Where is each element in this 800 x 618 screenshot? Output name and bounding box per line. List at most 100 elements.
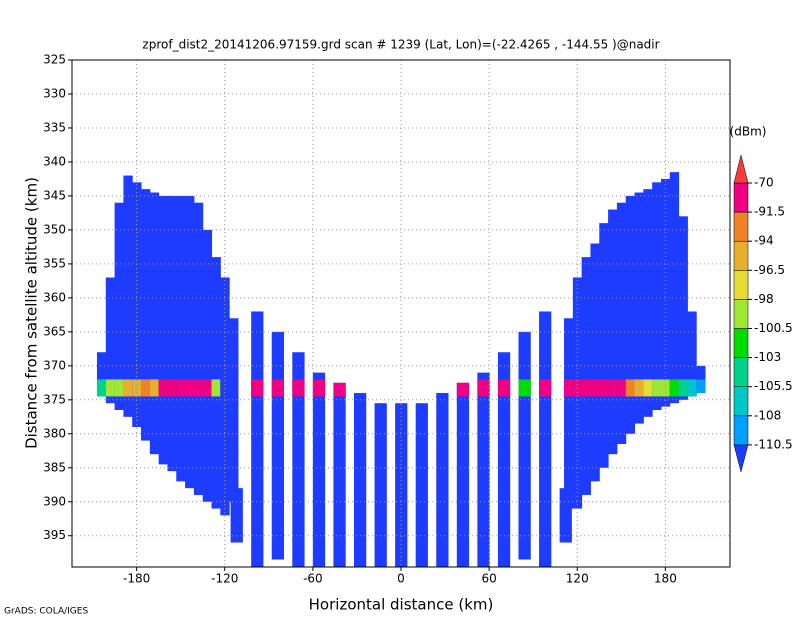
colorbar-box [733,415,749,446]
colorbar-box [733,386,749,417]
surface-echo [687,379,697,397]
echo-column [185,195,195,489]
echo-column [374,403,387,567]
echo-column [141,189,151,441]
echo-column [559,488,572,543]
surface-echo [105,379,116,397]
echo-column [292,352,305,567]
colorbar-box [733,357,749,387]
echo-column [158,195,168,465]
echo-column [616,202,627,444]
surface-echo [590,379,600,397]
surface-echo [185,379,195,397]
echo-column [229,318,239,502]
surface-echo [581,379,591,397]
echo-column [333,382,346,567]
x-tick-label: 60 [481,572,496,586]
echo-column [230,488,243,543]
echo-column [176,195,186,482]
echo-column [251,311,264,567]
colorbar-label: -96.5 [754,263,785,277]
y-tick-label: 355 [43,256,66,270]
surface-echo [477,379,490,397]
surface-echo [167,379,177,397]
y-tick-label: 380 [43,426,66,440]
surface-echo [220,379,230,397]
x-tick-label: 120 [566,572,589,586]
echo-column [625,195,636,434]
surface-echo [211,379,221,397]
surface-echo [539,379,552,397]
surface-echo [678,379,688,397]
colorbar-box [733,299,749,329]
colorbar-label: -98 [754,292,774,306]
y-tick-label: 350 [43,222,66,236]
surface-echo [652,379,662,397]
echo-column [678,216,688,400]
echo-column [193,202,204,495]
surface-echo [333,382,346,397]
surface-echo [176,379,186,397]
y-tick-label: 325 [43,53,66,67]
y-axis-label: Distance from satellite altitude (km) [23,177,41,449]
surface-echo [572,379,583,397]
echo-column [581,257,591,495]
surface-echo [608,379,618,397]
surface-echo [158,379,168,397]
footer: GrADS: COLA/IGES [4,607,88,617]
colorbar-label: -105.5 [754,379,793,393]
y-tick-label: 360 [43,290,66,304]
surface-echo [634,379,644,397]
echo-column [669,172,680,404]
echo-column [354,393,367,567]
y-tick-label: 375 [43,392,66,406]
surface-echo [193,379,204,397]
y-tick-label: 390 [43,494,66,508]
echo-column [590,243,600,482]
surface-echo [599,379,609,397]
surface-echo [696,379,706,394]
surface-echo [123,379,133,397]
surface-echo [251,379,264,397]
surface-echo [456,382,470,397]
surface-echo [660,379,671,397]
colorbar-box [733,211,749,242]
plot-frame [71,59,731,568]
surface-echo [132,379,142,397]
colorbar-label: -103 [754,350,781,364]
y-tick-label: 345 [43,188,66,202]
y-tick-label: 335 [43,120,66,134]
echo-column [687,311,697,397]
surface-echo [497,379,511,397]
colorbar-triangle [733,154,749,184]
surface-echo [312,379,326,397]
surface-echo [271,379,284,397]
y-tick-label: 395 [43,528,66,542]
echo-column [96,352,107,397]
x-tick-label: -120 [211,572,238,586]
echo-column [599,223,609,468]
echo-column [477,372,490,567]
surface-echo [669,379,680,397]
colorbar-label: -94 [754,234,774,248]
colorbar-label: -108 [754,408,781,422]
surface-echo [141,379,151,397]
y-tick-label: 385 [43,460,66,474]
colorbar-label: -110.5 [754,437,793,451]
colorbar-box [733,270,749,300]
y-tick-label: 365 [43,324,66,338]
echo-column [634,192,644,424]
surface-echo [564,379,574,397]
echo-column [395,403,408,567]
y-tick-label: 340 [43,154,66,168]
plot-area [96,172,706,567]
surface-echo [149,379,160,397]
surface-echo [96,379,107,397]
echo-column [643,189,653,417]
chart-title: zprof_dist2_20141206.97159.grd scan # 12… [142,38,659,52]
x-tick-label: -180 [123,572,150,586]
echo-column [456,382,470,567]
echo-column [114,202,124,411]
echo-column [202,229,213,502]
colorbar-triangle [733,444,749,473]
